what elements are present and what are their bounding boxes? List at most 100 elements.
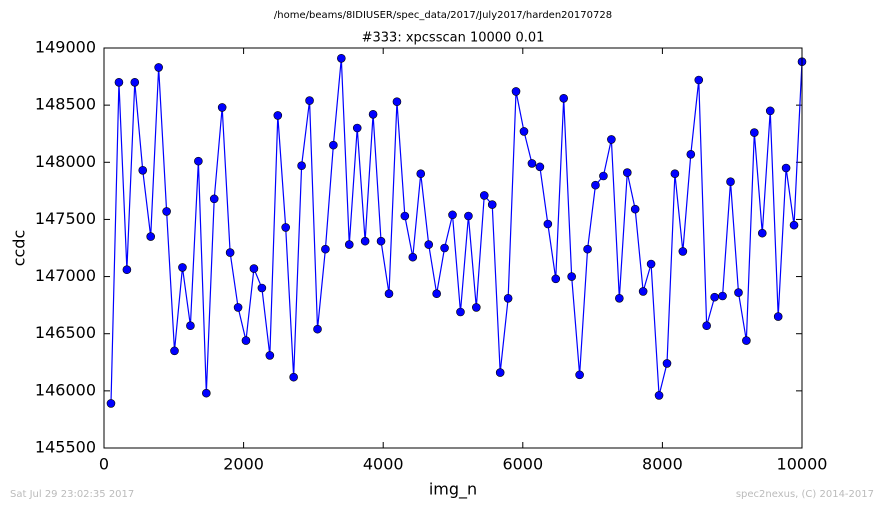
timestamp: Sat Jul 29 23:02:35 2017: [10, 489, 134, 500]
data-point: [511, 87, 521, 96]
data-point: [138, 165, 148, 175]
data-point: [615, 293, 624, 303]
data-point: [726, 177, 735, 187]
data-point: [638, 287, 648, 296]
x-axis-label: img_n: [429, 480, 477, 500]
data-point: [337, 53, 346, 63]
data-point: [360, 236, 370, 246]
data-line: [110, 58, 803, 404]
data-point: [773, 312, 783, 321]
data-point: [408, 252, 418, 262]
data-point: [209, 194, 219, 204]
data-point: [479, 191, 489, 200]
data-point: [249, 264, 259, 273]
y-tick-label: 148000: [35, 152, 96, 171]
data-point: [630, 204, 640, 214]
data-point: [368, 109, 378, 119]
y-tick-label: 147000: [35, 266, 96, 285]
data-point: [186, 321, 195, 331]
x-tick-label: 0: [99, 455, 109, 474]
data-point: [321, 244, 330, 254]
data-point: [702, 321, 711, 331]
plot-frame: [103, 47, 803, 449]
data-point: [432, 289, 441, 299]
data-point: [535, 162, 545, 172]
data-point: [273, 111, 283, 120]
data-point: [170, 346, 179, 356]
data-point: [289, 372, 298, 382]
data-point: [130, 77, 140, 87]
data-point: [646, 259, 656, 269]
data-point: [114, 77, 124, 87]
data-point: [281, 223, 290, 232]
data-point: [241, 336, 251, 345]
data-point: [384, 289, 394, 299]
credit: spec2nexus, (C) 2014-2017: [736, 489, 874, 500]
data-point: [575, 370, 584, 380]
data-point: [734, 288, 743, 297]
data-point: [265, 351, 275, 360]
data-point: [440, 243, 449, 253]
data-point: [424, 240, 434, 249]
data-point: [400, 211, 410, 221]
data-point: [416, 169, 426, 179]
data-point: [678, 247, 688, 256]
data-point: [313, 324, 322, 334]
data-point: [225, 248, 235, 257]
data-point: [472, 303, 481, 312]
suptitle: /home/beams/8IDIUSER/spec_data/2017/July…: [274, 10, 612, 21]
data-point: [376, 236, 386, 246]
data-point: [583, 244, 592, 254]
x-tick-label: 8000: [642, 455, 683, 474]
data-point: [217, 103, 227, 112]
data-point: [392, 97, 402, 107]
data-point: [789, 220, 799, 230]
x-tick-label: 6000: [502, 455, 543, 474]
data-point: [233, 303, 243, 312]
y-tick-label: 146500: [35, 323, 96, 342]
data-point: [527, 159, 537, 168]
data-point: [710, 292, 719, 302]
data-point: [344, 240, 354, 249]
data-point: [750, 128, 759, 137]
data-point: [567, 272, 576, 281]
y-axis-label: ccdc: [10, 230, 29, 267]
data-point: [202, 388, 211, 398]
data-point: [503, 293, 513, 303]
data-point: [694, 75, 704, 85]
data-point: [718, 291, 727, 301]
data-point: [622, 168, 632, 177]
y-tick-label: 149000: [35, 38, 96, 57]
data-point: [154, 63, 163, 72]
data-point: [178, 263, 187, 272]
data-point: [456, 307, 465, 317]
data-point: [194, 156, 203, 166]
data-point: [551, 274, 561, 284]
data-point: [781, 163, 791, 173]
data-point: [162, 207, 171, 216]
y-tick-label: 146000: [35, 380, 96, 399]
data-point: [257, 283, 267, 293]
data-point: [329, 140, 338, 150]
data-point: [519, 127, 529, 136]
data-point: [654, 391, 664, 400]
data-point: [686, 149, 696, 159]
data-point: [122, 265, 132, 275]
data-point: [591, 180, 600, 190]
data-point: [662, 359, 672, 368]
chart-title: #333: xpcsscan 10000 0.01: [362, 31, 545, 46]
x-tick-label: 4000: [363, 455, 404, 474]
data-point: [543, 219, 553, 229]
x-tick-label: 10000: [777, 455, 828, 474]
data-point: [297, 161, 306, 171]
y-tick-label: 147500: [35, 209, 96, 228]
data-point: [448, 210, 457, 220]
data-point: [106, 399, 116, 408]
data-point: [742, 336, 751, 345]
x-tick-label: 2000: [223, 455, 264, 474]
data-point: [464, 211, 473, 221]
data-point: [146, 232, 155, 241]
data-point: [607, 135, 616, 144]
data-point: [765, 106, 775, 116]
